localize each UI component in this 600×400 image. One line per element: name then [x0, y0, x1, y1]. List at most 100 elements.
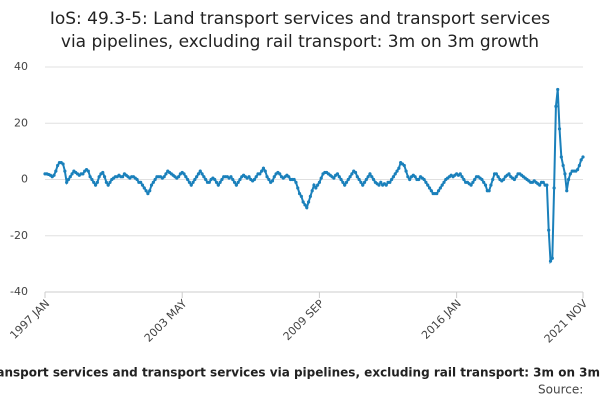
data-point [182, 172, 186, 176]
data-point [104, 180, 108, 184]
data-point [357, 177, 361, 182]
data-point [220, 177, 224, 182]
data-point [198, 169, 202, 173]
data-point [66, 177, 71, 182]
data-point [568, 172, 572, 176]
data-point [482, 180, 486, 184]
data-point [427, 186, 432, 190]
data-point [88, 175, 92, 179]
source: Source: [538, 383, 583, 397]
data-point [189, 183, 193, 187]
data-point [577, 163, 581, 168]
data-point [191, 180, 195, 184]
data-point [408, 177, 412, 182]
data-point [314, 186, 318, 190]
data-point [148, 189, 152, 193]
data-point [581, 155, 585, 159]
data-point [422, 177, 426, 182]
data-point [552, 186, 556, 190]
data-point [234, 183, 238, 187]
x-tick-label: 1997 JAN [7, 297, 52, 342]
data-point [379, 180, 383, 184]
data-point [70, 172, 74, 176]
data-point [429, 189, 433, 193]
data-point [565, 189, 569, 193]
data-point [319, 176, 323, 180]
data-point [263, 169, 267, 173]
data-point [254, 175, 258, 179]
data-point [204, 177, 208, 182]
data-point [261, 166, 266, 170]
data-point [541, 180, 545, 184]
data-point [368, 172, 372, 176]
data-point [332, 176, 336, 180]
data-point [267, 177, 271, 182]
data-point [306, 200, 311, 204]
data-point [316, 183, 320, 187]
data-point [193, 177, 197, 182]
data-point [494, 172, 498, 176]
data-point [548, 259, 553, 263]
data-point [487, 189, 491, 193]
data-point [489, 183, 493, 187]
data-point [294, 180, 298, 184]
data-point [501, 177, 506, 182]
data-point [343, 183, 347, 187]
data-point [213, 177, 217, 182]
data-point [579, 158, 583, 162]
data-point [359, 180, 363, 184]
data-point [557, 127, 562, 131]
data-point [563, 172, 567, 176]
data-point [202, 175, 206, 179]
data-point [397, 166, 401, 170]
data-point [384, 183, 388, 187]
data-point [90, 177, 94, 182]
data-point [370, 175, 374, 179]
data-point [469, 183, 473, 187]
data-point [140, 183, 145, 187]
y-tick-label: -20 [10, 229, 28, 242]
data-point [102, 175, 107, 179]
data-point [68, 175, 72, 179]
data-point [184, 175, 188, 179]
data-point [366, 175, 370, 179]
data-point [514, 175, 518, 179]
data-point [426, 183, 430, 187]
data-point [142, 186, 146, 190]
data-point [337, 175, 341, 179]
data-point [438, 186, 442, 190]
data-point [216, 183, 220, 187]
data-point [402, 163, 406, 168]
data-point [270, 179, 275, 183]
data-point [176, 175, 181, 179]
data-point [406, 175, 410, 179]
data-point [207, 180, 211, 184]
y-tick-label: -40 [10, 285, 28, 298]
data-point [106, 183, 110, 187]
y-tick-label: 40 [14, 60, 28, 73]
data-point [247, 175, 251, 179]
data-point [395, 169, 399, 173]
data-point [355, 175, 359, 179]
data-point [390, 177, 394, 182]
data-point [458, 172, 462, 176]
x-tick-label: 2016 JAN [419, 297, 464, 342]
data-point [312, 183, 316, 187]
data-point [231, 177, 235, 182]
data-point [299, 194, 303, 198]
data-point [153, 177, 157, 182]
data-point [195, 175, 199, 179]
data-point [550, 256, 554, 260]
data-point [252, 177, 257, 182]
x-tick-label: 2021 NOV [542, 297, 591, 346]
data-point [287, 175, 291, 179]
data-point [471, 180, 475, 184]
data-point [196, 172, 201, 176]
data-point [559, 155, 563, 159]
data-point [496, 175, 500, 179]
data-point [480, 177, 484, 182]
data-point [139, 180, 143, 184]
data-point [353, 170, 358, 175]
data-point [538, 183, 542, 187]
